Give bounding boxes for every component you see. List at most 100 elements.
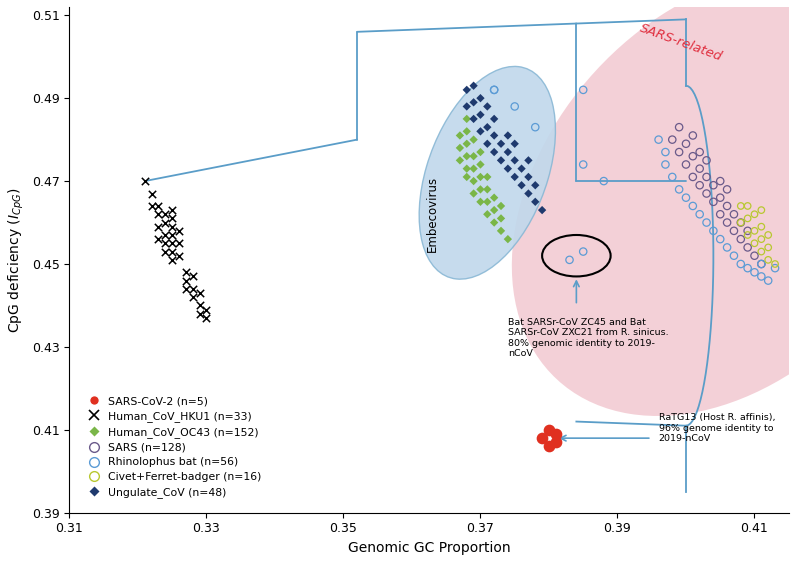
Human_CoV_OC43 (n=152): [460, 127, 473, 136]
Legend: SARS-CoV-2 (n=5), Human_CoV_HKU1 (n=33), Human_CoV_OC43 (n=152), SARS (n=128), R: SARS-CoV-2 (n=5), Human_CoV_HKU1 (n=33),…: [82, 392, 266, 502]
Human_CoV_HKU1 (n=33): [179, 276, 192, 285]
Civet+Ferret-badger (n=16): [734, 201, 747, 210]
SARS-CoV-2 (n=5): [550, 429, 562, 438]
Civet+Ferret-badger (n=16): [755, 247, 768, 256]
Human_CoV_OC43 (n=152): [454, 131, 466, 140]
SARS-CoV-2 (n=5): [542, 442, 555, 451]
Human_CoV_OC43 (n=152): [481, 185, 494, 194]
SARS (n=128): [700, 189, 713, 198]
Ungulate_CoV (n=48): [494, 139, 507, 148]
Human_CoV_HKU1 (n=33): [179, 268, 192, 277]
SARS (n=128): [666, 135, 678, 144]
Rhinolophus bat (n=56): [679, 193, 692, 202]
Human_CoV_HKU1 (n=33): [159, 247, 172, 256]
Ungulate_CoV (n=48): [515, 181, 528, 190]
Human_CoV_OC43 (n=152): [467, 176, 480, 185]
Human_CoV_HKU1 (n=33): [173, 239, 186, 248]
Human_CoV_HKU1 (n=33): [166, 206, 178, 215]
Rhinolophus bat (n=56): [508, 102, 521, 111]
Human_CoV_HKU1 (n=33): [166, 214, 178, 223]
Rhinolophus bat (n=56): [694, 210, 706, 219]
SARS (n=128): [748, 251, 761, 260]
SARS (n=128): [673, 148, 686, 157]
Y-axis label: CpG deficiency ($I_{CpG}$): CpG deficiency ($I_{CpG}$): [7, 187, 26, 333]
Ungulate_CoV (n=48): [502, 164, 514, 173]
Human_CoV_HKU1 (n=33): [193, 301, 206, 310]
SARS (n=128): [679, 160, 692, 169]
Ungulate_CoV (n=48): [481, 123, 494, 132]
Civet+Ferret-badger (n=16): [762, 230, 774, 239]
Rhinolophus bat (n=56): [742, 264, 754, 273]
Human_CoV_HKU1 (n=33): [159, 218, 172, 227]
Rhinolophus bat (n=56): [762, 276, 774, 285]
Rhinolophus bat (n=56): [577, 160, 590, 169]
Ungulate_CoV (n=48): [515, 164, 528, 173]
Human_CoV_HKU1 (n=33): [159, 210, 172, 219]
Ungulate_CoV (n=48): [522, 156, 535, 165]
Civet+Ferret-badger (n=16): [755, 222, 768, 231]
Civet+Ferret-badger (n=16): [748, 210, 761, 219]
Ungulate_CoV (n=48): [529, 197, 542, 206]
Human_CoV_OC43 (n=152): [454, 143, 466, 152]
Civet+Ferret-badger (n=16): [762, 243, 774, 252]
Rhinolophus bat (n=56): [673, 185, 686, 194]
Text: SARS-related: SARS-related: [638, 22, 724, 64]
Human_CoV_HKU1 (n=33): [146, 189, 158, 198]
Human_CoV_HKU1 (n=33): [159, 230, 172, 239]
Rhinolophus bat (n=56): [714, 234, 726, 243]
Human_CoV_OC43 (n=152): [474, 185, 487, 194]
Point: [563, 255, 576, 264]
Rhinolophus bat (n=56): [748, 268, 761, 277]
Human_CoV_OC43 (n=152): [460, 164, 473, 173]
Ungulate_CoV (n=48): [474, 110, 487, 119]
Rhinolophus bat (n=56): [755, 272, 768, 281]
Ungulate_CoV (n=48): [460, 102, 473, 111]
Human_CoV_HKU1 (n=33): [193, 288, 206, 297]
Human_CoV_OC43 (n=152): [460, 139, 473, 148]
SARS (n=128): [694, 164, 706, 173]
Human_CoV_HKU1 (n=33): [166, 230, 178, 239]
Rhinolophus bat (n=56): [488, 85, 501, 94]
Ungulate_CoV (n=48): [502, 148, 514, 157]
Point: [488, 85, 501, 94]
Ellipse shape: [419, 66, 555, 279]
Human_CoV_OC43 (n=152): [494, 214, 507, 223]
Ungulate_CoV (n=48): [488, 131, 501, 140]
Human_CoV_HKU1 (n=33): [173, 251, 186, 260]
SARS (n=128): [707, 181, 720, 190]
Human_CoV_HKU1 (n=33): [186, 284, 199, 293]
SARS (n=128): [679, 139, 692, 148]
Ungulate_CoV (n=48): [474, 94, 487, 103]
Human_CoV_OC43 (n=152): [467, 189, 480, 198]
Human_CoV_OC43 (n=152): [502, 234, 514, 243]
Human_CoV_HKU1 (n=33): [166, 222, 178, 231]
Ungulate_CoV (n=48): [522, 173, 535, 182]
Human_CoV_OC43 (n=152): [474, 173, 487, 182]
SARS (n=128): [742, 226, 754, 235]
SARS (n=128): [755, 260, 768, 269]
Ungulate_CoV (n=48): [522, 189, 535, 198]
Human_CoV_HKU1 (n=33): [179, 284, 192, 293]
Human_CoV_OC43 (n=152): [460, 173, 473, 182]
SARS (n=128): [707, 197, 720, 206]
SARS (n=128): [686, 173, 699, 182]
Human_CoV_HKU1 (n=33): [166, 255, 178, 264]
Human_CoV_HKU1 (n=33): [200, 305, 213, 314]
Text: Bat SARSr-CoV ZC45 and Bat
SARSr-CoV ZXC21 from R. sinicus.
80% genomic identity: Bat SARSr-CoV ZC45 and Bat SARSr-CoV ZXC…: [508, 318, 669, 358]
SARS (n=128): [673, 123, 686, 132]
Rhinolophus bat (n=56): [769, 264, 782, 273]
Human_CoV_HKU1 (n=33): [152, 234, 165, 243]
SARS-CoV-2 (n=5): [542, 425, 555, 434]
Rhinolophus bat (n=56): [734, 260, 747, 269]
Human_CoV_HKU1 (n=33): [138, 176, 151, 185]
Rhinolophus bat (n=56): [721, 243, 734, 252]
Human_CoV_OC43 (n=152): [481, 197, 494, 206]
Human_CoV_OC43 (n=152): [467, 152, 480, 161]
SARS (n=128): [714, 193, 726, 202]
Rhinolophus bat (n=56): [700, 218, 713, 227]
Civet+Ferret-badger (n=16): [755, 234, 768, 243]
SARS (n=128): [714, 210, 726, 219]
Rhinolophus bat (n=56): [659, 148, 672, 157]
Rhinolophus bat (n=56): [686, 201, 699, 210]
SARS (n=128): [686, 152, 699, 161]
